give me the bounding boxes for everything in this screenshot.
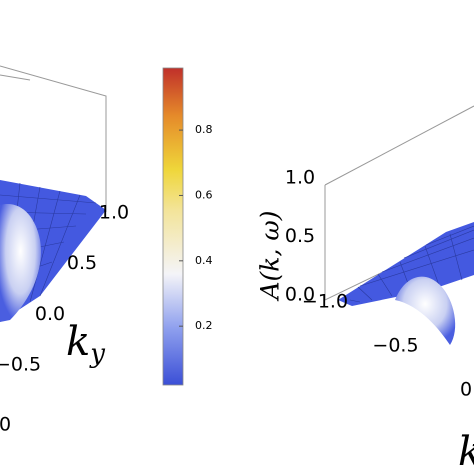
plot-box: [0, 74, 31, 81]
plot-box: [324, 105, 474, 186]
tick-label: 0.5: [67, 252, 97, 274]
left-plot: ky 0: [0, 65, 107, 436]
tick-label: −0.5: [0, 354, 41, 376]
colorbar-tick-label: 0.6: [195, 188, 213, 201]
colorbar-tick-label: 0.4: [195, 254, 213, 267]
tick-label: 1.0: [285, 167, 315, 189]
tick-label: 0.0: [35, 303, 65, 325]
axis-label: k: [458, 429, 474, 474]
surface-grid: [349, 225, 474, 303]
tick-label: −0.5: [372, 335, 418, 357]
axis-label-main: k: [66, 319, 90, 365]
tick-label: 0.5: [285, 225, 315, 247]
colorbar-tick-label: 0.8: [195, 123, 213, 136]
tick-label: 0.0: [285, 284, 315, 306]
axis-label-sub: y: [89, 339, 105, 369]
tick-label: 1.0: [99, 202, 129, 224]
axis-label: A(k, ω): [256, 211, 285, 302]
axis-label: ky: [66, 319, 105, 369]
tick-label: 0: [460, 379, 472, 401]
colorbar: [162, 67, 184, 386]
tick-label: 0: [0, 414, 11, 436]
surface-peak: [395, 276, 456, 345]
colorbar-bar: [162, 67, 184, 386]
surface-peak: [0, 204, 41, 322]
plot-box: [0, 65, 107, 212]
right-plot: A(k, ω) k: [256, 105, 474, 474]
tick-label: −1.0: [302, 291, 348, 313]
colorbar-tick-label: 0.2: [195, 319, 213, 332]
